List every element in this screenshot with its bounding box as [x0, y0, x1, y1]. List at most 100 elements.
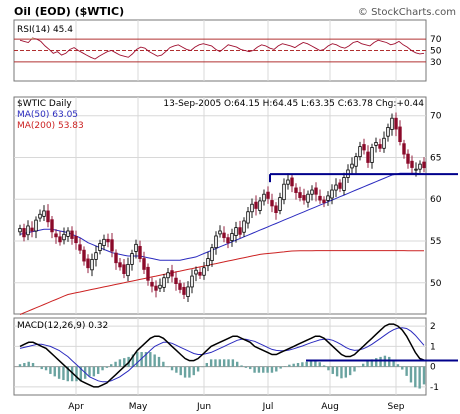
macd-histogram-bar	[275, 366, 278, 372]
x-tick-label: Sep	[388, 402, 405, 412]
price-candle-body	[94, 252, 98, 260]
price-candle-body	[298, 192, 302, 198]
price-candle-body	[246, 211, 250, 224]
price-candle-body	[106, 238, 110, 243]
macd-histogram-bar	[392, 359, 395, 367]
price-candle-body	[406, 153, 410, 164]
price-candle-body	[222, 232, 226, 239]
price-candle-body	[338, 182, 342, 189]
macd-histogram-bar	[36, 366, 39, 368]
macd-histogram-bar	[162, 361, 165, 367]
x-tick-label: Jun	[196, 402, 211, 412]
macd-histogram-bar	[422, 366, 426, 385]
price-candle-body	[290, 177, 294, 187]
price-candle-body	[374, 142, 378, 146]
macd-histogram-bar	[414, 366, 417, 388]
price-candle-body	[190, 275, 194, 288]
price-candle-body	[138, 246, 142, 259]
macd-panel: 2 1 0 -1 MACD(12,26,9) 0.32	[13, 317, 458, 396]
watermark: © StockCharts.com	[358, 7, 456, 18]
price-candle-body	[266, 191, 270, 199]
price-tick-label: 65	[430, 153, 441, 163]
price-tick-label: 70	[430, 112, 442, 122]
macd-histogram-bar	[49, 366, 52, 374]
macd-histogram-bar	[375, 358, 378, 367]
macd-histogram-bar	[183, 366, 187, 378]
macd-histogram-bar	[288, 364, 291, 367]
macd-histogram-bar	[314, 360, 317, 367]
macd-histogram-bar	[357, 366, 361, 368]
ma50-line	[19, 172, 424, 261]
price-candle-body	[46, 210, 50, 223]
macd-histogram-bar	[388, 356, 391, 367]
price-candle-body	[242, 220, 246, 233]
price-candle-body	[422, 161, 426, 169]
macd-histogram-bar	[262, 366, 265, 373]
price-candle-body	[314, 187, 318, 195]
macd-histogram-bar	[157, 356, 161, 367]
macd-histogram-bar	[140, 352, 143, 367]
macd-histogram-bar	[353, 366, 356, 372]
macd-histogram-bar	[188, 366, 191, 378]
price-candle-body	[350, 163, 354, 169]
macd-histogram-bar	[296, 362, 300, 367]
macd-histogram-bar	[222, 359, 226, 367]
macd-histogram-bar	[257, 366, 261, 373]
price-candle-body	[238, 227, 242, 235]
macd-histogram-bar	[305, 361, 308, 367]
price-candle-body	[282, 183, 286, 201]
macd-histogram-bar	[153, 354, 156, 367]
macd-histogram-bar	[279, 366, 282, 369]
price-symbol-label: $WTIC Daily	[17, 99, 72, 109]
price-candle-body	[122, 264, 126, 274]
price-candle-body	[254, 201, 258, 209]
macd-histogram-bar	[149, 352, 152, 367]
price-candle-body	[74, 236, 78, 244]
macd-histogram-bar	[123, 358, 126, 367]
price-candle-body	[86, 258, 90, 269]
price-candle-body	[82, 249, 86, 262]
macd-tick-label: 0	[430, 363, 436, 373]
rsi-tick-label: 30	[430, 58, 442, 68]
macd-histogram-bar	[88, 366, 91, 377]
price-candle-body	[274, 205, 278, 214]
macd-histogram-bar	[196, 366, 200, 372]
price-candle-body	[154, 285, 158, 291]
macd-histogram-bar	[209, 359, 213, 367]
macd-histogram-bar	[227, 359, 230, 367]
macd-tick-label: 1	[430, 342, 436, 352]
macd-histogram-bar	[331, 366, 334, 374]
price-candle-body	[318, 195, 322, 201]
macd-histogram-bar	[253, 366, 256, 373]
price-candle-body	[418, 163, 422, 170]
macd-histogram-bar	[370, 359, 374, 367]
price-candle-body	[390, 117, 394, 130]
macd-histogram-bar	[205, 362, 208, 367]
price-candle-body	[218, 230, 222, 235]
price-frame	[13, 96, 427, 315]
legend-ma50: MA(50) 63.05	[17, 110, 78, 120]
price-candle-body	[326, 195, 330, 201]
macd-histogram-bar	[396, 364, 400, 367]
price-candle-body	[54, 233, 58, 238]
macd-histogram-bar	[244, 366, 248, 368]
macd-tick-label: 2	[430, 322, 436, 332]
macd-histogram-bar	[40, 366, 43, 370]
macd-histogram-bar	[18, 364, 22, 367]
macd-histogram-bar	[179, 366, 182, 376]
price-candle-body	[38, 213, 42, 219]
macd-histogram-bar	[175, 366, 178, 373]
price-candle-body	[210, 247, 214, 262]
price-candle-body	[22, 228, 26, 238]
price-candle-body	[42, 210, 46, 217]
price-candle-body	[62, 233, 66, 241]
macd-histogram-bar	[201, 366, 204, 368]
price-candle-body	[162, 277, 166, 288]
price-candle-body	[90, 258, 94, 271]
price-candle-body	[206, 258, 210, 267]
price-candle-body	[18, 228, 22, 233]
macd-histogram-bar	[292, 363, 295, 367]
macd-histogram-bar	[322, 365, 326, 367]
